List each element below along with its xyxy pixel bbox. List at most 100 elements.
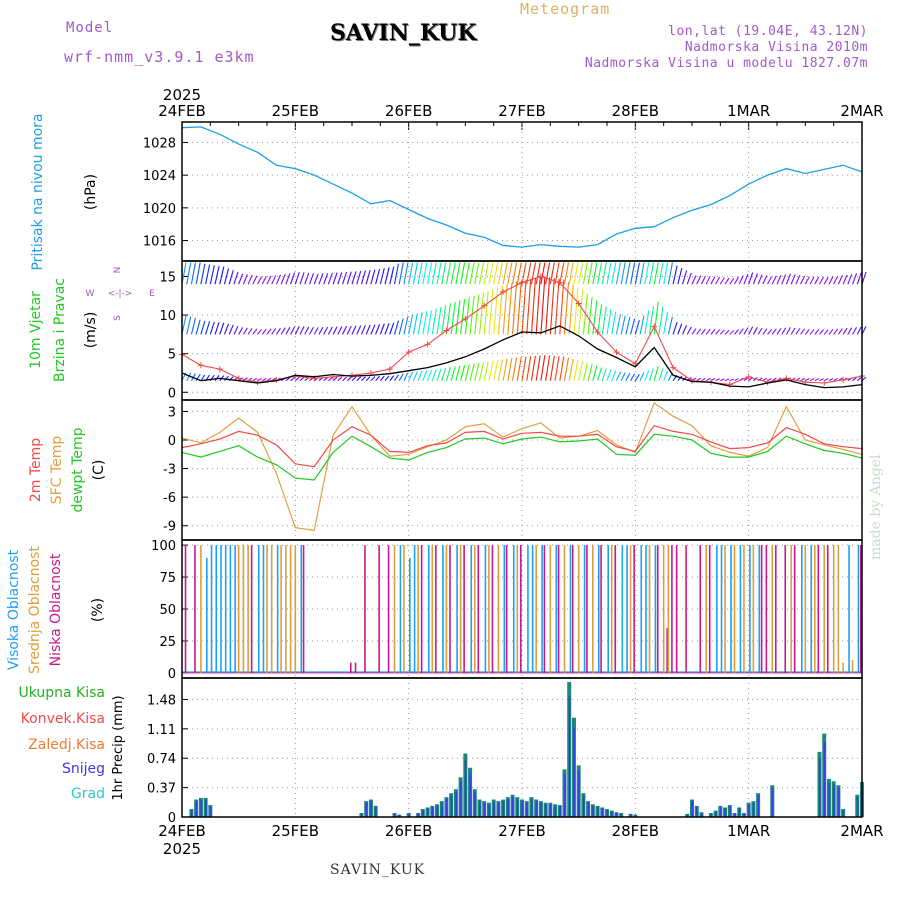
wind-barb xyxy=(445,303,451,335)
wind-barb xyxy=(318,273,324,285)
wind-barb xyxy=(398,318,404,335)
wind-barb xyxy=(785,273,791,285)
wind-barb xyxy=(729,378,734,382)
wind-barb xyxy=(776,328,782,335)
wind-barb xyxy=(615,262,621,285)
wind-barb xyxy=(290,272,296,285)
wind-tick-label: 0 xyxy=(168,386,176,401)
wind-gust-marker xyxy=(462,315,469,322)
wind-barb xyxy=(304,326,310,335)
wind-gust-marker xyxy=(821,380,828,387)
wind-barb xyxy=(483,291,489,335)
wind-barb xyxy=(691,275,697,285)
wind-barb xyxy=(639,262,645,285)
wind-barb xyxy=(644,310,650,335)
wind-barb xyxy=(318,326,324,335)
wind-barb xyxy=(634,319,640,335)
wind-gust-marker xyxy=(424,341,431,348)
wind-barb xyxy=(224,375,229,382)
wind-gust-marker xyxy=(386,366,393,373)
wind-barb xyxy=(384,267,390,285)
precip-snow-bar xyxy=(190,809,193,817)
wind-barb xyxy=(606,369,612,381)
wind-barb xyxy=(540,276,546,335)
wind-barb xyxy=(582,262,588,285)
wind-barb xyxy=(833,275,839,285)
wind-barb xyxy=(672,321,678,335)
cloud-title-mid: Srednja Oblacnost xyxy=(27,546,43,674)
wind-gust-marker xyxy=(840,376,847,383)
temp-tick-label: -6 xyxy=(163,491,176,506)
wind-barb xyxy=(427,262,433,285)
cloud-title-low: Niska Oblacnost xyxy=(48,553,64,666)
wind-barb xyxy=(615,371,621,381)
wind-barb xyxy=(781,274,787,285)
precip-snow-bar xyxy=(729,806,731,817)
top-year-label: 2025 xyxy=(163,86,201,104)
temp-tick-label: -3 xyxy=(163,463,176,478)
station-title: SAVIN_KUK xyxy=(330,20,477,46)
precip-snow-bar xyxy=(464,759,467,817)
wind-barb xyxy=(710,378,716,382)
wind-barb xyxy=(257,328,262,335)
wind-barb xyxy=(417,370,423,381)
wind-barb xyxy=(474,294,480,335)
wind-barb xyxy=(710,328,716,335)
wind-barb xyxy=(266,328,272,335)
precip-snow-bar xyxy=(837,788,840,817)
wind-barb xyxy=(450,366,456,381)
wind-barb xyxy=(389,266,395,285)
wind-barb xyxy=(592,262,598,285)
wind-tick-label: 15 xyxy=(159,270,176,285)
wind-gust-marker xyxy=(443,327,450,334)
wind-gust-marker xyxy=(632,360,639,367)
wind-barb xyxy=(634,262,640,285)
precip-snow-bar xyxy=(606,809,608,817)
wind-barb xyxy=(719,277,725,285)
wind-barb xyxy=(738,275,744,285)
wind-barb xyxy=(568,262,574,285)
wind-barb xyxy=(535,277,541,335)
wind-barb xyxy=(545,262,551,285)
wind-barb xyxy=(370,324,376,335)
wind-barb xyxy=(658,262,664,285)
wind-barb xyxy=(601,262,607,285)
wind-barb xyxy=(308,273,315,285)
wind-barb xyxy=(512,262,518,285)
wind-barb xyxy=(441,367,447,381)
wind-barb xyxy=(828,276,834,285)
wind-barb xyxy=(431,308,437,335)
wind-barb xyxy=(488,360,494,381)
wind-barb xyxy=(365,376,371,382)
top-date-label: 24FEB xyxy=(158,102,205,120)
wind-barb xyxy=(190,262,196,285)
wind-barb xyxy=(554,356,560,381)
wind-barb xyxy=(620,315,626,335)
wind-barb xyxy=(516,280,522,335)
wind-barb xyxy=(549,277,555,335)
model-elevation-text: Nadmorska Visina u modelu 1827.07m xyxy=(584,56,868,71)
wind-barb xyxy=(805,378,810,382)
wind-barb xyxy=(257,276,263,285)
precip-tick-label: 0.74 xyxy=(147,752,176,767)
wind-barb xyxy=(422,262,428,285)
wind-unit: (m/s) xyxy=(83,312,99,349)
wind-barb xyxy=(719,329,725,335)
wind-barb xyxy=(767,276,773,285)
wind-barb xyxy=(507,262,513,285)
wind-barb xyxy=(785,327,791,335)
precip-snow-bar xyxy=(573,727,575,817)
wind-barb xyxy=(663,370,669,381)
wind-barb xyxy=(795,328,801,335)
wind-barb xyxy=(247,274,253,285)
bottom-date-label: 2MAR xyxy=(840,822,883,840)
wind-barb xyxy=(658,306,664,335)
wind-barb xyxy=(540,355,546,381)
wind-barb xyxy=(351,325,357,335)
bottom-date-label: 28FEB xyxy=(612,822,659,840)
wind-barb xyxy=(686,272,692,285)
wind-barb xyxy=(767,378,772,382)
model-name: wrf-nmm_v3.9.1 e3km xyxy=(64,48,255,66)
precip-snow-bar xyxy=(752,802,755,817)
precip-panel-frame xyxy=(181,677,863,818)
